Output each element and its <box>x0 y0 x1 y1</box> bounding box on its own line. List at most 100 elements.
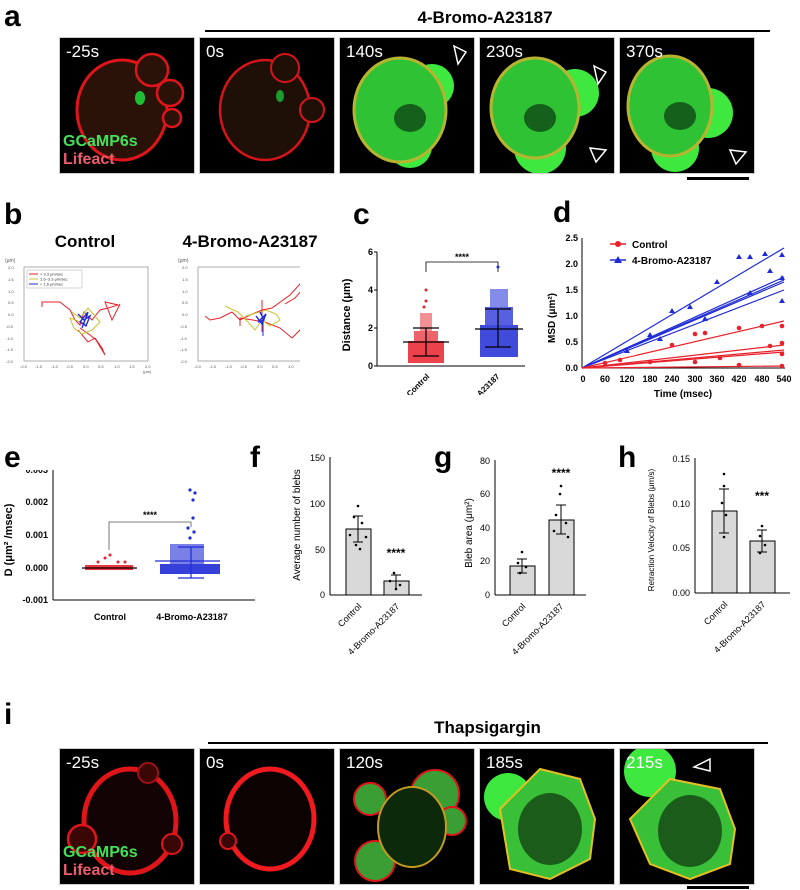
svg-text:1.5: 1.5 <box>565 285 578 295</box>
micrograph-a-4: 230s <box>479 37 615 174</box>
frame-time-label: -25s <box>66 42 100 61</box>
svg-text:1.6~3.3 μm/sec: 1.6~3.3 μm/sec <box>40 277 68 282</box>
svg-text:0.5: 0.5 <box>272 364 278 369</box>
svg-text:0.0: 0.0 <box>257 364 263 369</box>
svg-text:0.003: 0.003 <box>25 470 48 475</box>
svg-text:1.5: 1.5 <box>182 277 188 282</box>
svg-text:0.0: 0.0 <box>565 363 578 373</box>
svg-text:2.0: 2.0 <box>8 265 14 270</box>
svg-text:0: 0 <box>320 590 325 600</box>
svg-text:360: 360 <box>709 374 724 384</box>
svg-text:-1.5: -1.5 <box>35 364 43 369</box>
svg-text:2.0: 2.0 <box>145 364 151 369</box>
svg-text:Distance (μm): Distance (μm) <box>341 278 353 351</box>
svg-text:0.5: 0.5 <box>98 364 104 369</box>
svg-text:-2.0: -2.0 <box>6 359 14 364</box>
svg-text:(μm): (μm) <box>178 258 189 264</box>
svg-text:-0.001: -0.001 <box>22 595 48 605</box>
svg-text:-0.5: -0.5 <box>6 324 14 329</box>
svg-text:0.002: 0.002 <box>25 497 48 507</box>
svg-text:****: **** <box>455 252 470 262</box>
svg-text:0: 0 <box>485 590 490 600</box>
svg-text:D (μm² /msec): D (μm² /msec) <box>3 503 15 576</box>
svg-text:(μm): (μm) <box>143 369 152 374</box>
svg-text:Control: Control <box>336 601 364 629</box>
trajectory-plot-control: (μm) 2.0 1.5 1.0 0.5 0.0 -0.5 -1.0 -1.5 -2.0 -2.… <box>5 258 152 374</box>
svg-text:1.0: 1.0 <box>114 364 120 369</box>
svg-text:(μm): (μm) <box>5 258 16 264</box>
dots-treated <box>480 265 518 357</box>
panel-label-d: d <box>553 196 572 229</box>
frame-time-label: 0s <box>206 42 224 61</box>
svg-text:Average number of blebs: Average number of blebs <box>292 469 303 581</box>
chart-h-retraction: Retraction Velocity of Blebs (μm/s) 0.00… <box>647 454 790 655</box>
panel-label-f: f <box>250 441 260 474</box>
svg-text:20: 20 <box>480 556 490 566</box>
svg-text:300: 300 <box>687 374 702 384</box>
svg-text:-1.0: -1.0 <box>225 364 233 369</box>
svg-text:480: 480 <box>754 374 769 384</box>
arrowhead-icon <box>728 149 748 166</box>
svg-text:0.5: 0.5 <box>8 300 14 305</box>
chart-e-diffusion: D (μm² /msec) 0.003 0.002 0.001 0.000 -0.001… <box>3 470 255 622</box>
scale-bar <box>687 177 749 180</box>
svg-text:Control: Control <box>632 240 668 251</box>
svg-text:60: 60 <box>480 489 490 499</box>
svg-text:Retraction Velocity of Blebs (: Retraction Velocity of Blebs (μm/s) <box>647 468 656 591</box>
svg-text:80: 80 <box>480 456 490 466</box>
arrowhead-icon <box>692 757 711 772</box>
frame-time-label: -25s <box>66 753 100 772</box>
svg-text:-2.0: -2.0 <box>180 359 188 364</box>
svg-text:1.0: 1.0 <box>565 311 578 321</box>
svg-text:1.5: 1.5 <box>8 277 14 282</box>
frame-time-label: 185s <box>486 753 523 772</box>
svg-text:2.0: 2.0 <box>182 265 188 270</box>
channel-label-gcamp: GCaMP6s <box>63 133 138 150</box>
svg-text:4-Bromo-A23187: 4-Bromo-A23187 <box>450 372 502 395</box>
channel-label-gcamp: GCaMP6s <box>63 844 138 861</box>
svg-text:0.15: 0.15 <box>672 454 690 464</box>
svg-text:0.05: 0.05 <box>672 543 690 553</box>
plot-title-control: Control <box>54 232 116 251</box>
svg-text:0: 0 <box>580 374 585 384</box>
chart-c-distance: Distance (μm) 0 2 4 6 **** Control 4-Bromo-… <box>341 247 525 395</box>
frame-time-label: 230s <box>486 42 523 61</box>
svg-text:1.0: 1.0 <box>8 289 14 294</box>
svg-text:> 3.3 μm/sec: > 3.3 μm/sec <box>40 272 63 277</box>
svg-text:-0.5: -0.5 <box>240 364 248 369</box>
svg-text:0: 0 <box>368 361 373 371</box>
frame-time-label: 370s <box>626 42 663 61</box>
micrograph-a-5: 370s <box>619 37 755 174</box>
svg-text:Time (msec): Time (msec) <box>654 389 712 400</box>
panel-label-e: e <box>4 441 21 474</box>
svg-text:-1.5: -1.5 <box>180 347 188 352</box>
svg-text:1.0: 1.0 <box>288 364 294 369</box>
svg-text:-0.5: -0.5 <box>66 364 74 369</box>
plot-title-treated: 4-Bromo-A23187 <box>182 232 318 251</box>
svg-text:6: 6 <box>368 247 373 257</box>
svg-text:***: *** <box>755 489 769 503</box>
svg-text:2.5: 2.5 <box>565 233 578 243</box>
frame-time-label: 215s <box>626 753 663 772</box>
svg-text:Control: Control <box>702 599 730 627</box>
treatment-label-a: 4-Bromo-A23187 <box>417 8 553 27</box>
micrograph-i-4: 185s <box>479 748 615 885</box>
svg-text:180: 180 <box>642 374 657 384</box>
svg-text:4-Bromo-A23187: 4-Bromo-A23187 <box>632 256 712 267</box>
svg-text:Control: Control <box>405 372 431 395</box>
svg-text:2: 2 <box>368 323 373 333</box>
svg-text:50: 50 <box>315 545 325 555</box>
micrograph-i-2: 0s <box>199 748 335 885</box>
svg-text:1.5: 1.5 <box>129 364 135 369</box>
svg-text:-1.5: -1.5 <box>209 364 217 369</box>
svg-text:-1.0: -1.0 <box>180 336 188 341</box>
svg-text:< 1.6 μm/sec: < 1.6 μm/sec <box>40 282 63 287</box>
micrograph-a-3: 140s <box>339 37 475 174</box>
svg-text:4-Bromo-A23187: 4-Bromo-A23187 <box>156 612 228 622</box>
svg-text:MSD (μm²): MSD (μm²) <box>547 293 558 343</box>
svg-text:120: 120 <box>619 374 634 384</box>
channel-label-lifeact: Lifeact <box>63 862 115 879</box>
frame-time-label: 140s <box>346 42 383 61</box>
svg-text:Control: Control <box>94 612 126 622</box>
